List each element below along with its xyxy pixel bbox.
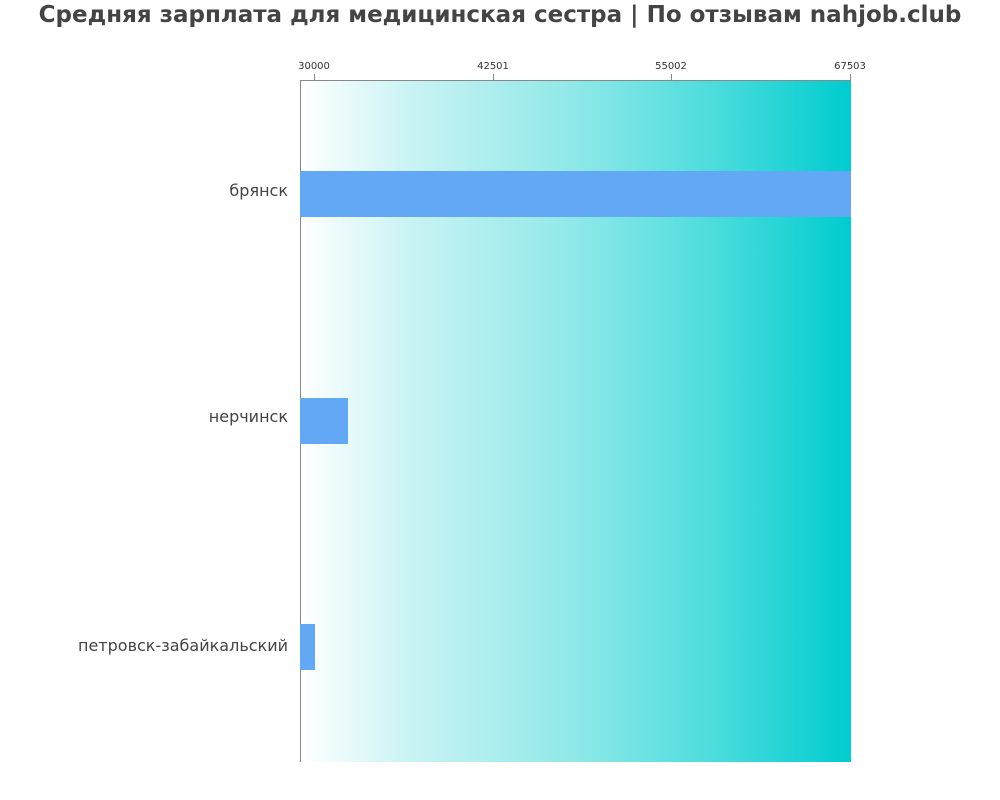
bar-nerchinsk bbox=[300, 398, 348, 444]
category-label: брянск bbox=[229, 181, 288, 200]
x-tick-mark bbox=[850, 74, 851, 80]
x-tick-mark bbox=[671, 74, 672, 80]
x-tick-mark bbox=[314, 74, 315, 80]
bar-bryansk bbox=[300, 171, 851, 217]
x-tick-label: 55002 bbox=[655, 61, 687, 72]
x-tick-label: 30000 bbox=[298, 61, 330, 72]
bar-petrovsk-zabaykalsky bbox=[300, 624, 315, 670]
x-tick-mark bbox=[493, 74, 494, 80]
category-label: нерчинск bbox=[208, 407, 288, 426]
category-label: петровск-забайкальский bbox=[78, 636, 288, 655]
x-tick-label: 42501 bbox=[477, 61, 509, 72]
x-tick-label: 67503 bbox=[834, 61, 866, 72]
chart-title: Средняя зарплата для медицинская сестра … bbox=[38, 2, 962, 28]
